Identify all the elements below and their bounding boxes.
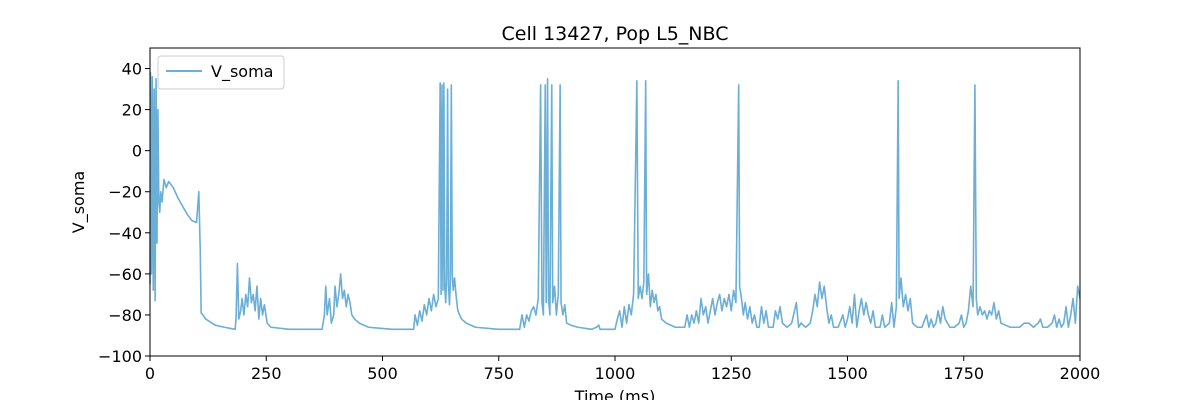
plot-area xyxy=(149,47,1081,357)
x-axis: 0 250 500 750 1000 1250 1500 1750 2000 xyxy=(145,356,1100,383)
x-tick-label: 1750 xyxy=(943,364,984,383)
x-tick-label: 0 xyxy=(145,364,155,383)
plot-frame xyxy=(149,47,1081,357)
y-tick-label: −100 xyxy=(98,347,142,366)
y-axis: −100 −80 −60 −40 −20 0 20 40 xyxy=(98,60,150,366)
x-tick-label: 2000 xyxy=(1060,364,1101,383)
y-tick-label: −80 xyxy=(108,306,142,325)
x-tick-label: 1000 xyxy=(595,364,636,383)
chart-title: Cell 13427, Pop L5_NBC xyxy=(502,23,729,45)
x-axis-label: Time (ms) xyxy=(574,387,656,400)
y-tick-label: −60 xyxy=(108,265,142,284)
series-line-v-soma xyxy=(149,71,1081,331)
y-tick-label: −40 xyxy=(108,224,142,243)
y-tick-label: −20 xyxy=(108,183,142,202)
y-tick-label: 40 xyxy=(122,60,142,79)
x-tick-label: 1250 xyxy=(711,364,752,383)
x-tick-label: 250 xyxy=(251,364,282,383)
legend-frame xyxy=(157,55,285,90)
x-tick-label: 500 xyxy=(367,364,398,383)
y-tick-label: 0 xyxy=(132,142,142,161)
legend: V_soma xyxy=(157,55,285,90)
x-tick-label: 750 xyxy=(483,364,514,383)
y-axis-label: V_soma xyxy=(69,171,89,233)
legend-label-v-soma: V_soma xyxy=(211,62,273,82)
y-tick-label: 20 xyxy=(122,101,142,120)
x-tick-label: 1500 xyxy=(827,364,868,383)
